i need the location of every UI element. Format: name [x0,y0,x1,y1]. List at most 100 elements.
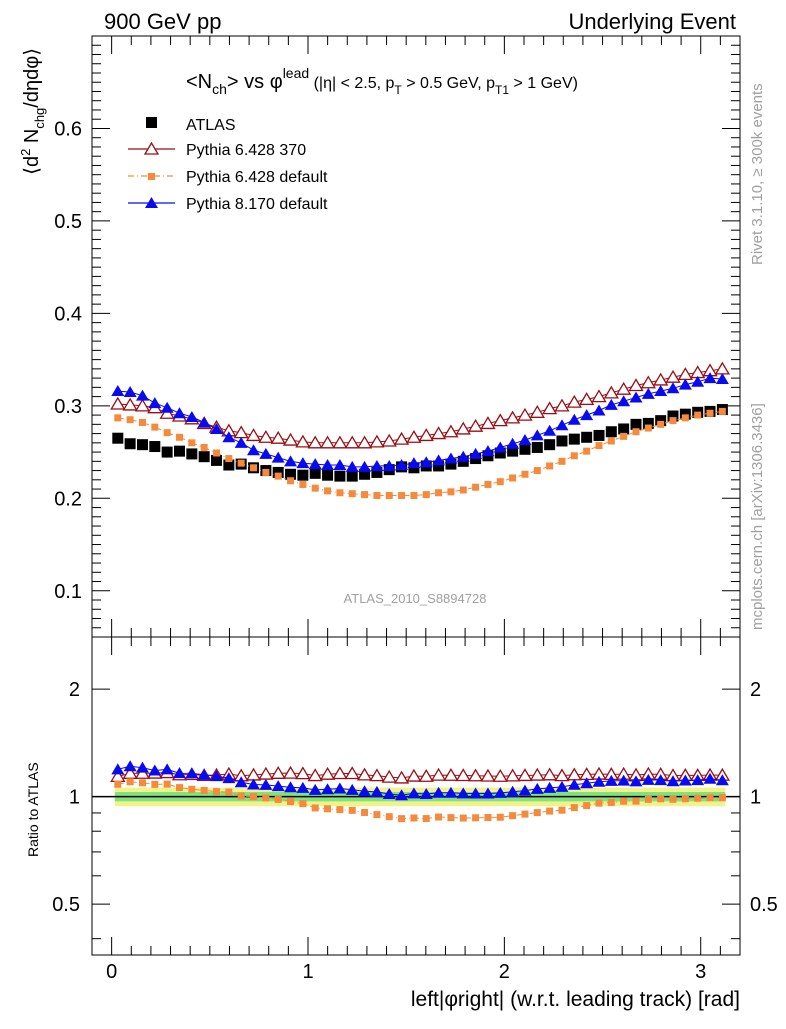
main-point-pythia6-default [669,417,677,425]
main-point-pythia6-370 [714,361,731,375]
main-point-pythia8-default [580,409,594,421]
main-point-pythia6-default [348,490,356,498]
ratio-point-pythia8-default [247,778,261,790]
main-point-atlas [519,443,531,455]
main-point-pythia8-default [284,455,298,467]
main-point-pythia6-370 [282,432,299,446]
main-point-pythia8-default [518,434,532,446]
ratio-point-pythia6-default [324,805,332,813]
legend-marker-atlas [146,117,157,128]
ratio-point-pythia6-default [657,795,665,803]
ratio-point-pythia6-default [336,806,344,814]
main-point-pythia6-370 [640,375,656,389]
main-point-pythia8-default [111,385,125,397]
ratio-y-tick-label-left: 0.5 [52,894,80,916]
main-point-atlas [679,408,691,420]
ratio-point-pythia6-default [410,814,418,822]
main-point-pythia6-370 [134,398,151,412]
ratio-point-pythia8-default [234,776,248,788]
main-point-pythia6-370 [529,405,545,418]
ratio-point-pythia8-default [617,774,631,786]
main-point-pythia6-default [200,443,208,451]
main-point-pythia6-370 [393,431,410,445]
main-point-pythia6-370 [467,418,484,432]
main-point-atlas [186,448,198,460]
ratio-point-pythia8-default [641,773,655,785]
main-point-pythia6-default [422,491,430,499]
main-point-atlas [507,445,519,457]
ratio-point-pythia6-default [435,813,443,821]
main-point-pythia8-default [469,447,483,459]
ratio-point-pythia6-370 [480,768,496,782]
ratio-axis-ticks: 0.5 0.5 1 1 2 2 [52,679,778,940]
ratio-point-pythia6-default [607,798,615,806]
ratio-point-pythia8-default [567,778,581,790]
ratio-point-pythia8-default [678,774,692,786]
ratio-point-pythia8-default [407,787,421,799]
ratio-point-pythia8-default [148,764,162,776]
main-point-pythia6-default [558,457,566,465]
ratio-point-pythia6-default [496,813,504,821]
ratio-point-pythia6-default [533,809,541,817]
ratio-point-pythia8-default [284,781,298,793]
ratio-point-pythia6-default [632,797,640,805]
main-line-pythia6-370 [117,368,723,444]
ratio-point-pythia6-default [213,788,221,796]
ratio-point-pythia6-default [299,800,307,808]
ratio-point-pythia8-default [395,789,409,801]
analysis-tag: ATLAS_2010_S8894728 [344,591,487,606]
ratio-point-pythia8-default [172,767,186,779]
ratio-point-pythia8-default [185,767,199,779]
main-point-pythia8-default [432,454,446,466]
main-point-pythia6-370 [369,434,385,448]
ratio-point-pythia8-default [382,787,396,799]
main-point-pythia6-370 [455,421,471,435]
rivet-version-text: Rivet 3.1.10, ≥ 300k events [749,83,766,265]
ratio-point-pythia6-default [706,794,714,802]
main-point-atlas [494,447,506,459]
ratio-point-pythia8-default [370,785,384,797]
ratio-point-pythia6-default [126,778,134,786]
main-point-pythia6-370 [258,430,274,443]
ratio-point-pythia6-default [472,814,480,822]
ratio-point-pythia6-370 [492,768,508,782]
ratio-point-pythia6-370 [369,768,385,782]
main-point-pythia8-default [419,456,433,468]
ratio-point-pythia8-default [493,786,507,798]
main-point-pythia6-default [373,492,381,500]
main-point-pythia8-default [567,413,581,425]
main-point-pythia6-370 [443,424,459,438]
ratio-point-pythia8-default [308,783,322,795]
main-point-pythia8-default [604,398,618,410]
ratio-point-pythia8-default [271,780,285,792]
ratio-point-pythia8-default [197,768,211,780]
ratio-point-pythia6-default [163,780,171,788]
main-point-pythia8-default [296,457,310,469]
ratio-point-pythia6-default [398,815,406,823]
main-point-pythia8-default [444,452,458,464]
ratio-point-pythia6-default [620,797,628,805]
main-point-pythia8-default [197,416,211,428]
main-point-atlas [161,446,173,458]
main-point-pythia8-default [382,459,396,471]
main-point-atlas [173,445,185,457]
main-point-pythia6-default [435,489,443,497]
main-point-pythia6-370 [344,435,360,449]
ratio-point-pythia6-370 [307,768,323,782]
legend-entry-pythia6-370: Pythia 6.428 370 [128,141,306,159]
main-point-pythia6-default [632,428,640,436]
ratio-point-pythia8-default [135,761,149,773]
plot-title: <Nch> vs φlead (|η| < 2.5, pT > 0.5 GeV,… [186,65,578,97]
main-point-pythia8-default [543,424,557,436]
ratio-point-pythia8-default [456,787,470,799]
ratio-point-pythia6-default [151,780,159,788]
ratio-point-pythia6-default [644,795,652,803]
ratio-point-pythia6-default [570,804,578,812]
ratio-point-pythia8-default [222,772,236,784]
main-point-pythia6-default [595,442,603,450]
ratio-point-pythia8-default [654,774,668,786]
main-point-pythia6-default [151,423,159,431]
main-point-pythia6-370 [616,381,632,395]
main-point-pythia8-default [703,372,717,384]
main-point-pythia6-370 [406,430,422,443]
